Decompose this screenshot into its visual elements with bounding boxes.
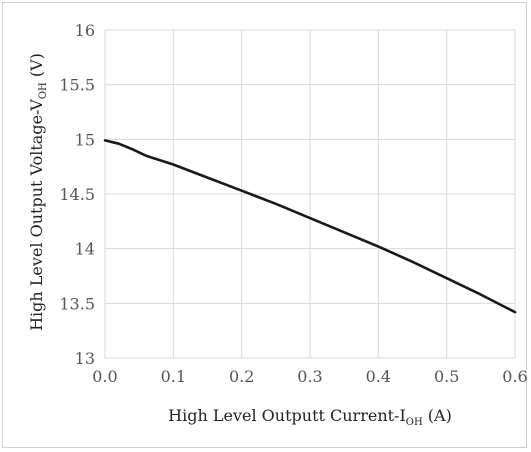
series-lines [103, 139, 517, 314]
y-tick-label: 13.5 [59, 294, 95, 313]
x-tick-label: 0.4 [366, 367, 391, 386]
y-tick-label: 15.5 [59, 76, 95, 95]
y-axis-label: High Level Output Voltage-VOH (V) [27, 53, 49, 331]
y-tick-label: 16 [75, 21, 95, 40]
x-tick-label: 0.6 [502, 367, 527, 386]
series-line [103, 139, 517, 314]
x-tick-label: 0.3 [297, 367, 322, 386]
chart-frame [2, 2, 527, 448]
grid [104, 29, 516, 359]
y-tick-label: 13 [75, 349, 95, 368]
tick-labels: 0.0 0.1 0.2 0.3 0.4 0.5 0.6 13 13.5 14 14.5 15 15.5 1… [59, 21, 527, 386]
x-tick-label: 0.2 [229, 367, 254, 386]
x-axis-label: High Level Outputt Current-IOH (A) [168, 406, 452, 428]
x-tick-label: 0.5 [434, 367, 459, 386]
y-tick-label: 14 [75, 240, 95, 259]
y-tick-label: 14.5 [59, 185, 95, 204]
x-tick-label: 0.1 [161, 367, 186, 386]
x-tick-label: 0.0 [92, 367, 117, 386]
y-tick-label: 15 [75, 130, 95, 149]
